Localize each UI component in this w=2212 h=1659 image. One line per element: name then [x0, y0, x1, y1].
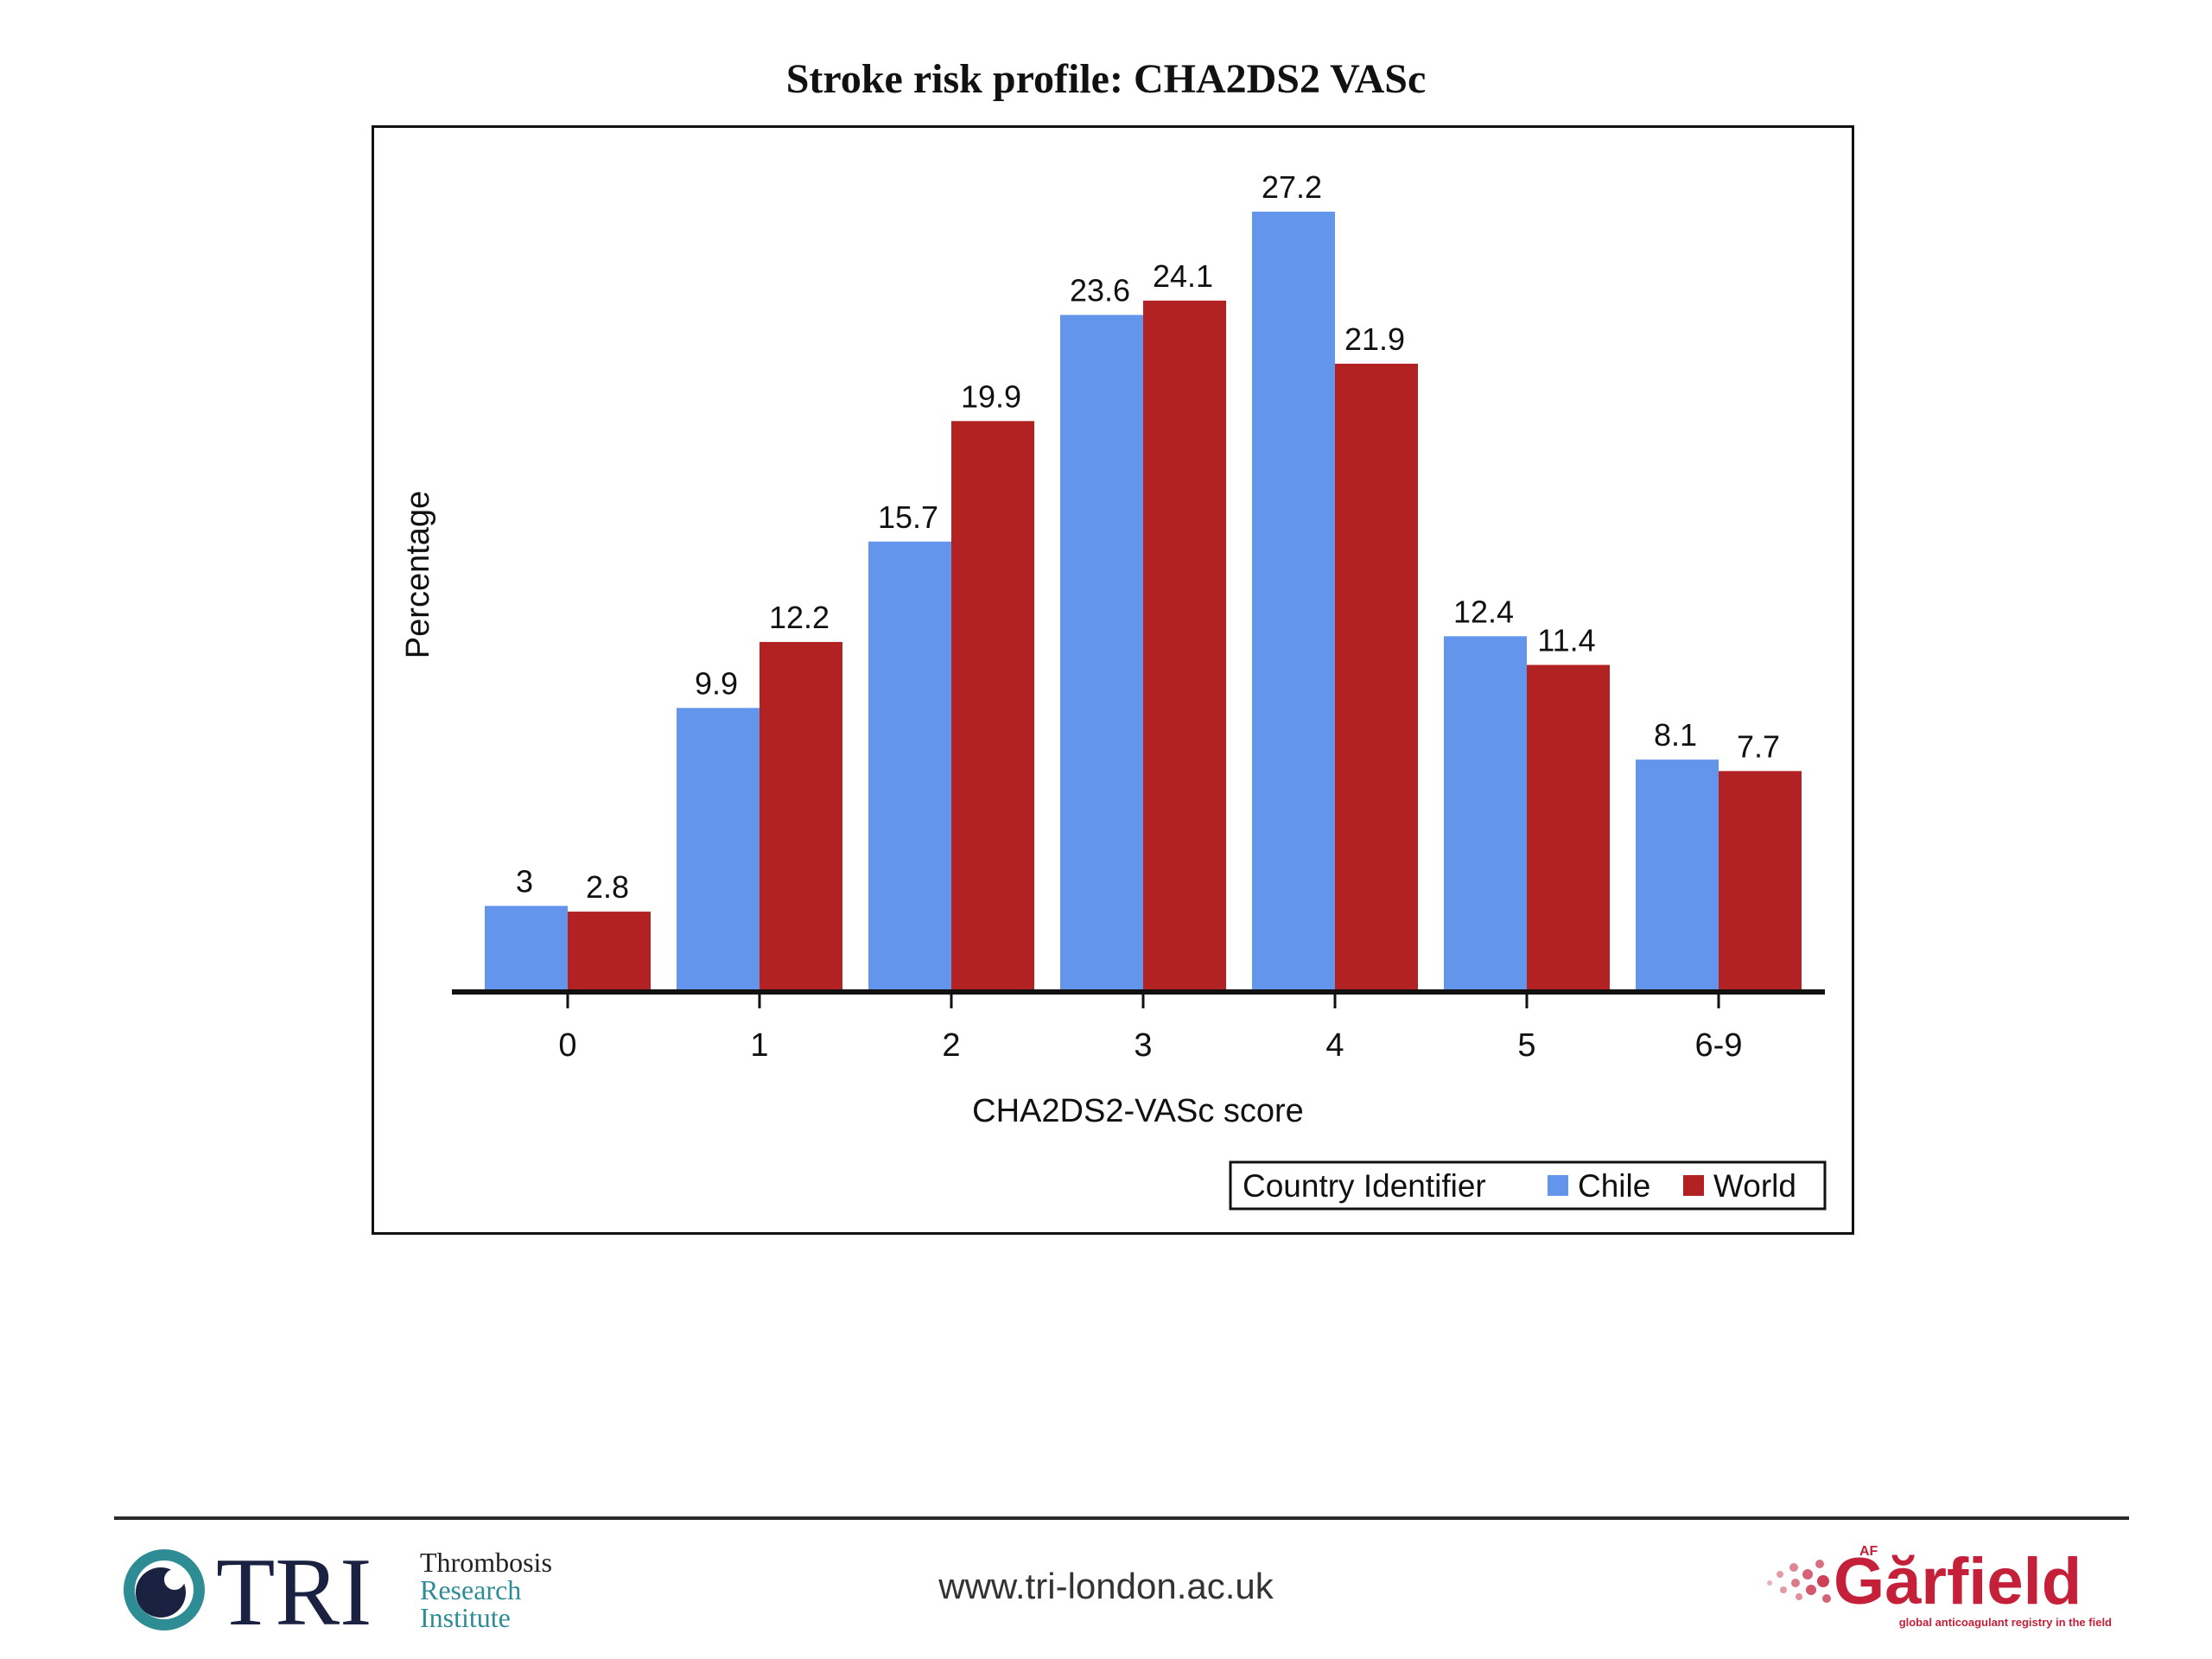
bar-world-6-9 — [1719, 771, 1802, 992]
bars-group — [485, 211, 1802, 993]
legend-swatch-world — [1683, 1175, 1704, 1196]
x-tick-label-4: 4 — [1325, 1027, 1344, 1064]
tri-line-1: Thrombosis — [420, 1547, 552, 1578]
garfield-tagline: global anticoagulant registry in the fie… — [1899, 1616, 2112, 1629]
y-axis-title: Percentage — [400, 491, 436, 658]
bar-chile-3 — [1060, 315, 1143, 992]
value-label-world-5: 11.4 — [1537, 623, 1595, 658]
tri-line-2: Research — [420, 1574, 521, 1605]
slide-title: Stroke risk profile: CHA2DS2 VASc — [785, 56, 1427, 102]
value-label-world-0: 2.8 — [586, 869, 629, 905]
value-label-world-2: 19.9 — [961, 378, 1021, 414]
chart-frame — [372, 125, 1854, 1235]
bar-chart: 3 2.8 9.9 12.2 15.7 19.9 23.6 24.1 27.2 21.9 12.4 1… — [400, 169, 1827, 1211]
bar-world-0 — [568, 912, 651, 992]
legend: Country Identifier Chile World — [1229, 1160, 1827, 1211]
legend-label-chile: Chile — [1578, 1168, 1650, 1204]
value-label-chile-3: 23.6 — [1070, 272, 1130, 308]
value-labels-group: 3 2.8 9.9 12.2 15.7 19.9 23.6 24.1 27.2 21.9 12.4 1… — [516, 169, 1780, 905]
value-label-world-4: 21.9 — [1344, 321, 1405, 357]
bar-chile-0 — [485, 906, 568, 992]
bar-world-4 — [1335, 363, 1418, 992]
bar-chile-1 — [677, 708, 760, 992]
legend-label-world: World — [1713, 1168, 1796, 1204]
value-label-chile-0: 3 — [516, 863, 533, 899]
x-tick-label-5: 5 — [1517, 1027, 1535, 1064]
garfield-wordmark: Gărfield — [1834, 1545, 2082, 1618]
garfield-logo: AF Gărfield global anticoagulant registr… — [1767, 1544, 2112, 1629]
bar-world-5 — [1527, 664, 1610, 992]
x-ticks-group: 0 1 2 3 4 5 6-9 — [558, 992, 1742, 1064]
bar-chile-2 — [868, 541, 951, 992]
value-label-chile-5: 12.4 — [1453, 594, 1514, 629]
bar-world-1 — [760, 641, 842, 992]
legend-title: Country Identifier — [1243, 1168, 1486, 1204]
bar-world-2 — [951, 421, 1034, 992]
footer-divider — [114, 1516, 2129, 1520]
x-axis-title: CHA2DS2-VASc score — [972, 1093, 1304, 1129]
legend-box — [1229, 1160, 1827, 1211]
tri-logo: TRI Thrombosis Research Institute — [124, 1539, 552, 1642]
bar-chile-4 — [1252, 211, 1335, 993]
tri-line-3: Institute — [420, 1602, 511, 1633]
value-label-chile-1: 9.9 — [695, 665, 738, 701]
value-label-chile-6-9: 8.1 — [1654, 717, 1697, 753]
legend-swatch-chile — [1548, 1175, 1568, 1196]
value-label-world-3: 24.1 — [1153, 258, 1213, 294]
x-tick-label-1: 1 — [750, 1027, 768, 1064]
x-tick-label-6-9: 6-9 — [1695, 1027, 1743, 1064]
x-tick-label-3: 3 — [1134, 1027, 1152, 1064]
x-tick-label-0: 0 — [558, 1027, 576, 1064]
garfield-superscript: AF — [1859, 1544, 1878, 1559]
bar-chile-5 — [1444, 636, 1527, 992]
value-label-world-1: 12.2 — [769, 600, 830, 635]
value-label-world-6-9: 7.7 — [1737, 728, 1780, 764]
tri-mark: TRI — [216, 1539, 372, 1642]
value-label-chile-2: 15.7 — [878, 499, 938, 535]
garfield-dots-icon — [1767, 1560, 1831, 1603]
footer-url: www.tri-london.ac.uk — [938, 1566, 1274, 1606]
bar-chile-6-9 — [1636, 760, 1719, 992]
bar-world-3 — [1143, 300, 1226, 992]
value-label-chile-4: 27.2 — [1262, 169, 1322, 205]
x-tick-label-2: 2 — [942, 1027, 960, 1064]
